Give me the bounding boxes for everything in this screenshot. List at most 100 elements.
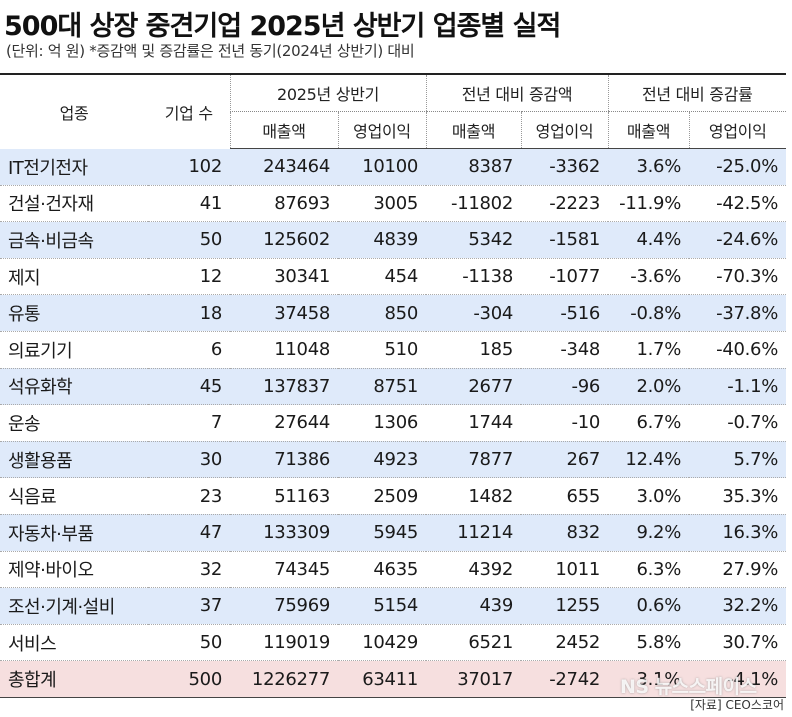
table-row: 자동차·부품 47 133309 5945 11214 832 9.2% 16.… xyxy=(0,514,787,552)
cell-industry: 총합계 xyxy=(0,660,148,698)
cell-sales-rate: 5.8% xyxy=(608,624,690,662)
cell-op-rate: 32.2% xyxy=(689,587,787,625)
header-rate-op: 영업이익 xyxy=(688,111,787,149)
cell-count: 7 xyxy=(148,404,230,442)
cell-sales-rate: -11.9% xyxy=(608,185,690,223)
cell-op: 4839 xyxy=(338,221,426,259)
cell-count: 32 xyxy=(148,551,230,589)
cell-sales-chg: 11214 xyxy=(426,514,521,552)
cell-sales: 37458 xyxy=(230,294,338,332)
cell-op: 10100 xyxy=(338,148,426,186)
cell-sales-chg: 1744 xyxy=(426,404,521,442)
cell-op-chg: 1011 xyxy=(521,551,609,589)
cell-count: 50 xyxy=(148,624,230,662)
table-row: 의료기기 6 11048 510 185 -348 1.7% -40.6% xyxy=(0,331,787,369)
cell-sales: 71386 xyxy=(230,441,338,479)
cell-sales-chg: 2677 xyxy=(426,368,521,406)
cell-op: 3005 xyxy=(338,185,426,223)
cell-op-rate: 16.3% xyxy=(689,514,787,552)
cell-count: 102 xyxy=(148,148,230,186)
unit-note: (단위: 억 원) *증감액 및 증감률은 전년 동기(2024년 상반기) 대… xyxy=(6,42,415,60)
header-chg-sales: 매출액 xyxy=(425,111,521,149)
cell-industry: 조선·기계·설비 xyxy=(0,587,148,625)
cell-op: 5154 xyxy=(338,587,426,625)
cell-op: 510 xyxy=(338,331,426,369)
cell-op: 5945 xyxy=(338,514,426,552)
cell-sales: 27644 xyxy=(230,404,338,442)
table-row: 식음료 23 51163 2509 1482 655 3.0% 35.3% xyxy=(0,477,787,515)
header-group-change-rate: 전년 대비 증감률 xyxy=(607,73,787,112)
cell-op-rate: -25.0% xyxy=(689,148,787,186)
table-row: 제약·바이오 32 74345 4635 4392 1011 6.3% 27.9… xyxy=(0,551,787,589)
cell-op-chg: -2742 xyxy=(521,660,609,698)
cell-op-chg: -516 xyxy=(521,294,609,332)
cell-count: 500 xyxy=(148,660,230,698)
cell-count: 37 xyxy=(148,587,230,625)
header-group-2025: 2025년 상반기 xyxy=(229,73,426,112)
source-note: [자료] CEO스코어 xyxy=(690,698,784,712)
watermark-logo: NS 뉴스스페이스 xyxy=(620,676,757,698)
cell-sales-rate: 3.6% xyxy=(608,148,690,186)
header-2025-op: 영업이익 xyxy=(337,111,426,149)
table-row: 조선·기계·설비 37 75969 5154 439 1255 0.6% 32.… xyxy=(0,587,787,625)
cell-industry: 금속·비금속 xyxy=(0,221,148,259)
cell-op-chg: 1255 xyxy=(521,587,609,625)
cell-sales-rate: -0.8% xyxy=(608,294,690,332)
cell-op-rate: -40.6% xyxy=(689,331,787,369)
table-row: 생활용품 30 71386 4923 7877 267 12.4% 5.7% xyxy=(0,441,787,479)
cell-op-chg: -1077 xyxy=(521,258,609,296)
cell-sales-rate: 1.7% xyxy=(608,331,690,369)
page-title: 500대 상장 중견기업 2025년 상반기 업종별 실적 xyxy=(4,11,561,42)
table-row: 건설·건자재 41 87693 3005 -11802 -2223 -11.9%… xyxy=(0,185,787,223)
cell-sales: 75969 xyxy=(230,587,338,625)
cell-op-chg: -96 xyxy=(521,368,609,406)
cell-count: 30 xyxy=(148,441,230,479)
cell-sales-rate: 12.4% xyxy=(608,441,690,479)
cell-sales-chg: -304 xyxy=(426,294,521,332)
cell-op: 4923 xyxy=(338,441,426,479)
cell-op-chg: -348 xyxy=(521,331,609,369)
cell-op: 2509 xyxy=(338,477,426,515)
cell-industry: 자동차·부품 xyxy=(0,514,148,552)
cell-sales-rate: 3.0% xyxy=(608,477,690,515)
total-row: 총합계 500 1226277 63411 37017 -2742 3.1% -… xyxy=(0,660,787,698)
cell-sales: 125602 xyxy=(230,221,338,259)
cell-op-rate: 5.7% xyxy=(689,441,787,479)
cell-industry: 의료기기 xyxy=(0,331,148,369)
cell-count: 18 xyxy=(148,294,230,332)
cell-sales: 51163 xyxy=(230,477,338,515)
cell-count: 50 xyxy=(148,221,230,259)
cell-sales: 119019 xyxy=(230,624,338,662)
cell-sales: 243464 xyxy=(230,148,338,186)
cell-sales-rate: 3.1% xyxy=(608,660,690,698)
cell-industry: 제지 xyxy=(0,258,148,296)
cell-sales-chg: 4392 xyxy=(426,551,521,589)
cell-op-rate: 27.9% xyxy=(689,551,787,589)
industry-performance-table: 업종 기업 수 2025년 상반기 전년 대비 증감액 전년 대비 증감률 매출… xyxy=(0,73,787,698)
cell-industry: IT전기전자 xyxy=(0,148,148,186)
cell-count: 41 xyxy=(148,185,230,223)
cell-sales-rate: -3.6% xyxy=(608,258,690,296)
table-row: 운송 7 27644 1306 1744 -10 6.7% -0.7% xyxy=(0,404,787,442)
table-row: 금속·비금속 50 125602 4839 5342 -1581 4.4% -2… xyxy=(0,221,787,259)
header-rate-sales: 매출액 xyxy=(607,111,690,149)
cell-sales-chg: 5342 xyxy=(426,221,521,259)
cell-industry: 제약·바이오 xyxy=(0,551,148,589)
cell-op-rate: -24.6% xyxy=(689,221,787,259)
cell-sales-rate: 6.7% xyxy=(608,404,690,442)
cell-sales-rate: 9.2% xyxy=(608,514,690,552)
table-row: 유통 18 37458 850 -304 -516 -0.8% -37.8% xyxy=(0,294,787,332)
table-row: IT전기전자 102 243464 10100 8387 -3362 3.6% … xyxy=(0,148,787,186)
cell-sales-chg: 37017 xyxy=(426,660,521,698)
cell-op: 63411 xyxy=(338,660,426,698)
cell-sales-rate: 4.4% xyxy=(608,221,690,259)
cell-sales: 87693 xyxy=(230,185,338,223)
cell-sales-chg: -1138 xyxy=(426,258,521,296)
table-row: 석유화학 45 137837 8751 2677 -96 2.0% -1.1% xyxy=(0,368,787,406)
cell-op-chg: -10 xyxy=(521,404,609,442)
cell-sales: 1226277 xyxy=(230,660,338,698)
cell-industry: 식음료 xyxy=(0,477,148,515)
cell-sales-rate: 2.0% xyxy=(608,368,690,406)
cell-sales-chg: 8387 xyxy=(426,148,521,186)
